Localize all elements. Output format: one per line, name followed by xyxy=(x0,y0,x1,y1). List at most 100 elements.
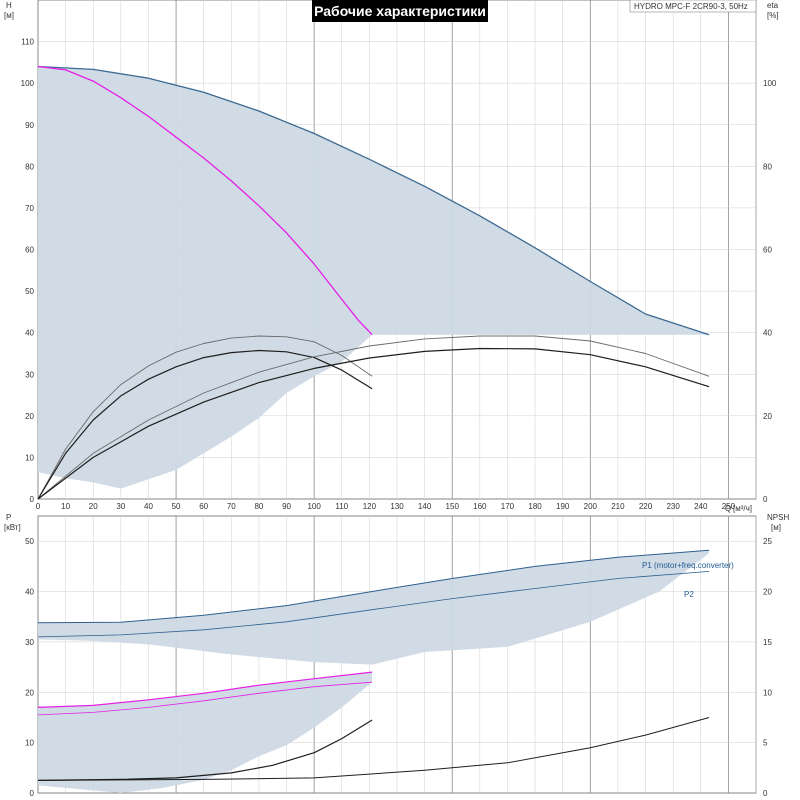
x-tick-label: 50 xyxy=(172,502,181,511)
chart-title: Рабочие характеристики xyxy=(314,3,486,19)
y-tick-label: 60 xyxy=(25,246,34,255)
curve-top-2 xyxy=(37,335,373,500)
bottom-shaded-areas xyxy=(38,550,710,793)
y2-tick-label: 15 xyxy=(763,638,772,647)
operating-area-1 xyxy=(38,672,373,793)
bottom-curves xyxy=(37,549,710,781)
y2-tick-label: 40 xyxy=(763,329,772,338)
top-shaded-areas xyxy=(38,66,710,489)
top-x-tick-labels: 0 10 20 30 40 50 60 70 80 90 100 110 120 130 140 150 160… xyxy=(36,502,736,511)
x-tick-label: 20 xyxy=(89,502,98,511)
x-tick-label: 0 xyxy=(36,502,41,511)
x-tick-label: 150 xyxy=(446,502,460,511)
bottom-y2-tick-labels: 0 5 10 15 20 25 xyxy=(763,537,772,798)
q-axis-unit: [м³/ч] xyxy=(733,504,752,513)
x-tick-label: 30 xyxy=(116,502,125,511)
h-axis-unit: [м] xyxy=(4,11,14,20)
x-tick-label: 140 xyxy=(418,502,432,511)
p-axis-name: P xyxy=(6,513,11,522)
x-tick-label: 160 xyxy=(473,502,487,511)
title-box xyxy=(312,0,488,22)
operating-area-0 xyxy=(38,66,710,489)
y2-tick-label: 0 xyxy=(763,495,768,504)
y-tick-label: 0 xyxy=(30,495,35,504)
curve-top-1 xyxy=(37,65,373,336)
npsh-axis-unit: [м] xyxy=(771,523,781,532)
x-tick-label: 230 xyxy=(666,502,680,511)
x-tick-label: 210 xyxy=(611,502,625,511)
curve-bottom-1 xyxy=(37,571,710,638)
bottom-y-tick-labels: 0 10 20 30 40 50 xyxy=(25,537,34,798)
head-efficiency-panel: 0 10 20 30 40 50 60 70 80 90 100 110 120 130 140 150 160… xyxy=(4,0,779,513)
x-tick-label: 100 xyxy=(307,502,321,511)
curve-top-4 xyxy=(37,335,710,500)
top-curves xyxy=(37,65,710,500)
x-tick-label: 60 xyxy=(199,502,208,511)
y-tick-label: 10 xyxy=(25,739,34,748)
x-tick-label: 170 xyxy=(501,502,515,511)
y2-tick-label: 20 xyxy=(763,588,772,597)
y-tick-label: 30 xyxy=(25,638,34,647)
y2-tick-label: 25 xyxy=(763,537,772,546)
x-tick-label: 10 xyxy=(61,502,70,511)
operating-area-0 xyxy=(38,550,710,665)
y2-tick-label: 100 xyxy=(763,79,777,88)
x-tick-label: 120 xyxy=(363,502,377,511)
model-label: HYDRO MPC-F 2CR90-3, 50Hz xyxy=(634,2,748,11)
x-tick-label: 130 xyxy=(390,502,404,511)
x-tick-label: 40 xyxy=(144,502,153,511)
y2-tick-label: 10 xyxy=(763,688,772,697)
x-tick-label: 90 xyxy=(282,502,291,511)
y-tick-label: 30 xyxy=(25,370,34,379)
x-tick-label: 240 xyxy=(694,502,708,511)
x-tick-label: 80 xyxy=(254,502,263,511)
curve-bottom-4 xyxy=(37,719,373,781)
x-tick-label: 200 xyxy=(584,502,598,511)
y-tick-label: 20 xyxy=(25,688,34,697)
eta-axis-unit: [%] xyxy=(767,11,779,20)
top-y-tick-labels: 0 10 20 30 40 50 60 70 80 90 100 110 xyxy=(21,38,35,504)
p2-curve-label: P2 xyxy=(684,590,694,599)
x-tick-label: 180 xyxy=(528,502,542,511)
y-tick-label: 50 xyxy=(25,287,34,296)
curve-bottom-0 xyxy=(37,549,710,624)
y-tick-label: 20 xyxy=(25,412,34,421)
y-tick-label: 10 xyxy=(25,453,34,462)
y2-tick-label: 80 xyxy=(763,162,772,171)
curve-top-5 xyxy=(37,347,710,500)
curve-bottom-2 xyxy=(37,671,373,708)
y-tick-label: 50 xyxy=(25,537,34,546)
y-tick-label: 40 xyxy=(25,588,34,597)
y-tick-label: 110 xyxy=(21,38,34,47)
p1-curve-label: P1 (motor+freq.converter) xyxy=(642,561,734,570)
y-tick-label: 40 xyxy=(25,329,34,338)
npsh-axis-name: NPSH xyxy=(767,513,789,522)
curve-bottom-5 xyxy=(37,717,710,781)
curve-top-0 xyxy=(37,65,710,336)
y-tick-label: 90 xyxy=(25,121,34,130)
h-axis-name: H xyxy=(6,1,12,10)
x-tick-label: 70 xyxy=(227,502,236,511)
q-axis-name: Q xyxy=(725,504,731,513)
model-box xyxy=(629,0,757,13)
y2-tick-label: 20 xyxy=(763,412,772,421)
y2-tick-label: 60 xyxy=(763,246,772,255)
y-tick-label: 70 xyxy=(25,204,34,213)
curve-bottom-3 xyxy=(37,681,373,716)
curve-top-3 xyxy=(37,349,373,500)
x-tick-label: 190 xyxy=(556,502,570,511)
y-tick-label: 0 xyxy=(30,789,35,798)
y-tick-label: 80 xyxy=(25,162,34,171)
y2-tick-label: 0 xyxy=(763,789,768,798)
top-y2-tick-labels: 0 20 40 60 80 100 xyxy=(763,79,777,504)
p-axis-unit: [кВт] xyxy=(4,523,21,532)
y-tick-label: 100 xyxy=(21,79,35,88)
x-tick-label: 110 xyxy=(335,502,348,511)
x-tick-label: 220 xyxy=(639,502,653,511)
y2-tick-label: 5 xyxy=(763,739,768,748)
x-tick-label: 250 xyxy=(722,502,736,511)
eta-axis-name: eta xyxy=(767,1,779,10)
